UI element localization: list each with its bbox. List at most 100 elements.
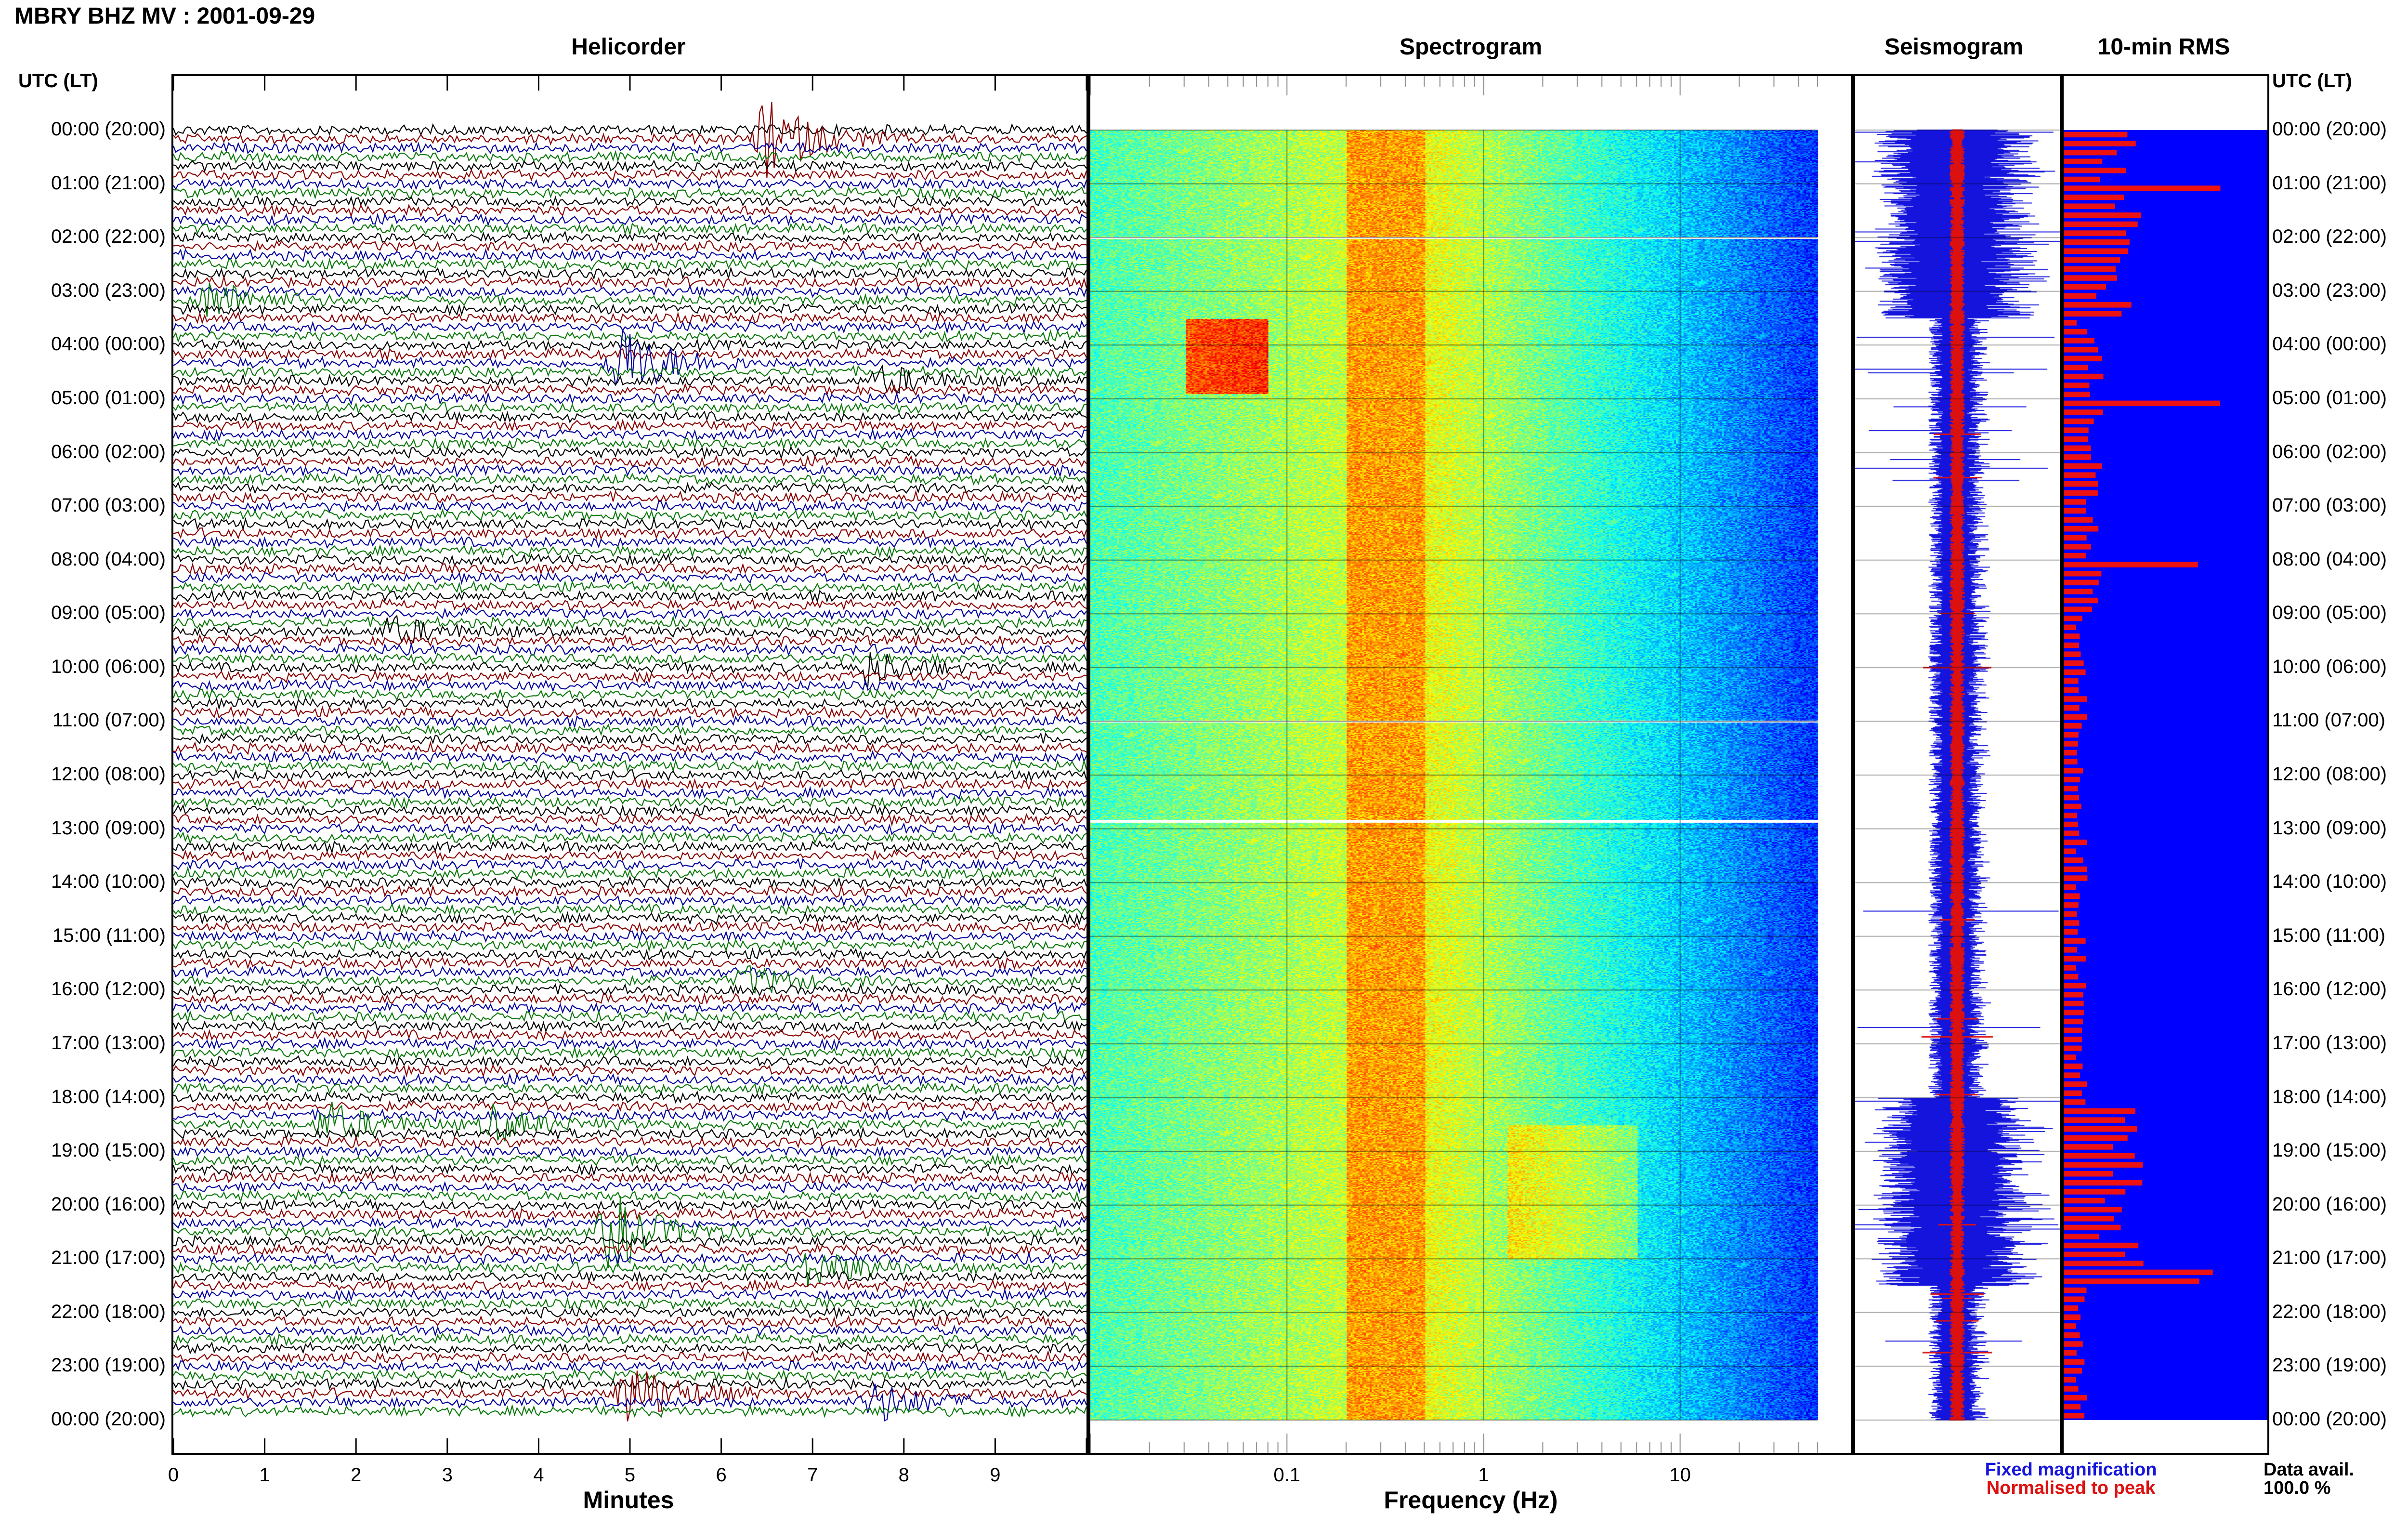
rms-bar (2064, 544, 2091, 550)
helicorder-trace (173, 1383, 1086, 1422)
helicorder-trace (173, 714, 1086, 729)
rms-bar (2064, 320, 2077, 326)
rms-bar (2064, 705, 2080, 711)
helicorder-trace (173, 1126, 1086, 1140)
helicorder-trace (173, 275, 1086, 290)
rms-bar (2064, 168, 2126, 173)
helicorder-trace (173, 786, 1086, 800)
helicorder-tick-label: 8 (898, 1464, 909, 1486)
rms-bar (2064, 651, 2081, 657)
rms-bar (2064, 275, 2117, 281)
helicorder-xlabel: Minutes (583, 1487, 674, 1514)
time-label-right: 00:00 (20:00) (2272, 1409, 2387, 1430)
rms-bar (2064, 526, 2099, 532)
rms-bar (2064, 266, 2116, 272)
helicorder-trace (173, 1028, 1086, 1042)
helicorder-trace (173, 177, 1086, 191)
time-label-right: 19:00 (15:00) (2272, 1140, 2387, 1161)
rms-bar (2064, 311, 2122, 317)
rms-bar (2064, 606, 2092, 612)
time-label-left: 06:00 (02:00) (51, 441, 166, 462)
time-label-right: 20:00 (16:00) (2272, 1193, 2387, 1215)
legend-normalised-to-peak: Normalised to peak (1986, 1478, 2156, 1498)
utc-label-left: UTC (LT) (18, 70, 98, 92)
helicorder-trace (173, 364, 1086, 394)
helicorder-tick-label: 5 (624, 1464, 636, 1486)
rms-bar (2064, 141, 2136, 146)
helicorder-tick-label: 9 (990, 1464, 1001, 1486)
spectrogram-panel (1088, 74, 1853, 1455)
rms-bar (2064, 454, 2092, 460)
time-label-right: 06:00 (02:00) (2272, 441, 2387, 462)
helicorder-title: Helicorder (571, 34, 686, 60)
rms-bar (2064, 571, 2102, 577)
rms-title: 10-min RMS (2097, 34, 2230, 60)
helicorder-trace (173, 365, 1086, 379)
data-avail-label: Data avail. (2264, 1460, 2354, 1480)
helicorder-trace (173, 257, 1086, 271)
rms-bar (2064, 1153, 2135, 1159)
helicorder-trace (173, 222, 1086, 237)
rms-panel (2062, 74, 2269, 1455)
helicorder-trace (173, 1153, 1086, 1167)
time-label-right: 14:00 (10:00) (2272, 871, 2387, 893)
rms-bar (2064, 1386, 2079, 1392)
time-label-right: 16:00 (12:00) (2272, 978, 2387, 1000)
helicorder-trace (173, 158, 1086, 173)
helicorder-plot (173, 76, 1086, 1453)
helicorder-trace (173, 1315, 1086, 1329)
helicorder-trace (173, 240, 1086, 253)
helicorder-trace (173, 1102, 1086, 1142)
helicorder-trace (173, 454, 1086, 469)
helicorder-trace (173, 1288, 1086, 1302)
rms-bar (2064, 409, 2103, 415)
rms-bar (2064, 562, 2198, 567)
time-label-left: 09:00 (05:00) (51, 602, 166, 624)
helicorder-trace (173, 1404, 1086, 1418)
helicorder-trace (173, 965, 1086, 994)
helicorder-trace (173, 956, 1086, 971)
time-label-right: 12:00 (08:00) (2272, 764, 2387, 785)
rms-bar (2064, 257, 2120, 263)
time-label-left: 01:00 (21:00) (51, 172, 166, 194)
rms-bar (2064, 158, 2103, 164)
helicorder-trace (173, 1278, 1086, 1293)
rms-bar (2064, 1261, 2144, 1266)
rms-bar (2064, 974, 2079, 980)
rms-bar (2064, 884, 2076, 890)
rms-bar (2064, 1234, 2099, 1239)
legend-fixed-magnification: Fixed magnification (1985, 1460, 2157, 1480)
rms-bar (2064, 1081, 2087, 1087)
helicorder-trace (173, 633, 1086, 647)
time-label-left: 00:00 (20:00) (51, 1409, 166, 1430)
time-label-right: 08:00 (04:00) (2272, 548, 2387, 570)
spectrogram-tick-label: 0.1 (1273, 1464, 1301, 1486)
helicorder-trace (173, 723, 1086, 737)
rms-bar (2064, 302, 2132, 308)
rms-bar (2064, 490, 2098, 496)
rms-bar (2064, 239, 2130, 245)
helicorder-trace (173, 185, 1086, 200)
helicorder-trace (173, 1207, 1086, 1222)
rms-bar (2064, 1269, 2213, 1276)
time-label-left: 19:00 (15:00) (51, 1140, 166, 1161)
rms-bar (2064, 1010, 2084, 1015)
helicorder-trace (173, 1350, 1086, 1365)
rms-bar (2064, 1108, 2135, 1114)
rms-bar (2064, 248, 2129, 254)
helicorder-trace (173, 311, 1086, 325)
rms-bar (2064, 633, 2080, 639)
rms-bar (2064, 1180, 2143, 1186)
helicorder-trace (173, 732, 1086, 746)
helicorder-trace (173, 1064, 1086, 1078)
rms-bar (2064, 768, 2083, 774)
rms-bar (2064, 866, 2087, 872)
time-label-right: 23:00 (19:00) (2272, 1355, 2387, 1376)
rms-bar (2064, 929, 2078, 935)
helicorder-trace (173, 607, 1086, 620)
rms-bar (2064, 1350, 2077, 1356)
rms-bar (2064, 750, 2077, 756)
helicorder-trace (173, 1359, 1086, 1373)
rms-bar (2064, 149, 2117, 156)
rms-bar (2064, 427, 2089, 433)
